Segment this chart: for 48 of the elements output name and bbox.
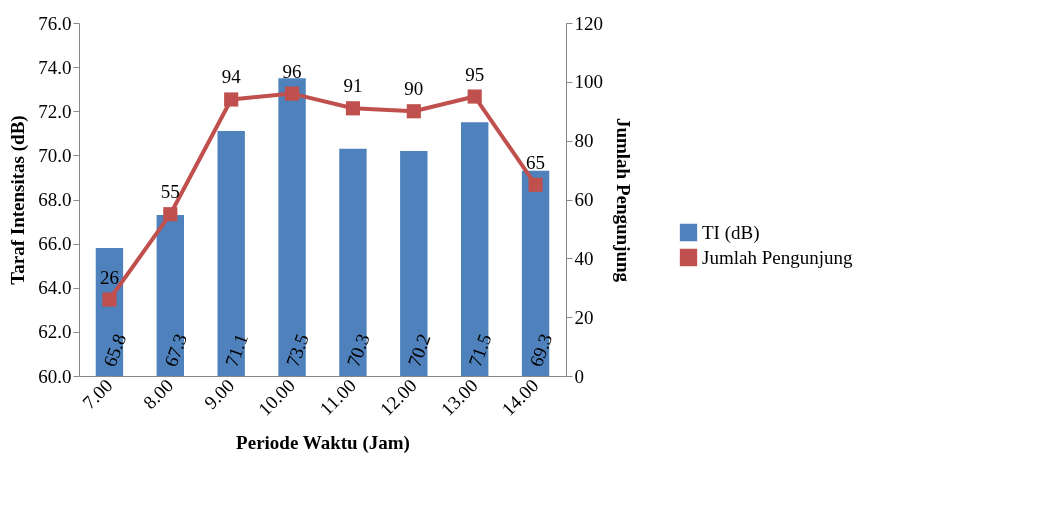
point <box>467 89 482 104</box>
y-tick-label: 74.0 <box>38 56 72 78</box>
data-label: 94 <box>221 66 242 88</box>
data-label: 71.1 <box>220 330 252 370</box>
y-tick-label: 60.0 <box>38 365 72 387</box>
y2-tick-label: 80 <box>574 130 594 152</box>
data-label: 96 <box>282 60 302 82</box>
y2-axis-title: Jumlah Pengunjung <box>613 117 634 283</box>
data-label: 70.2 <box>403 330 435 370</box>
y-tick-label: 62.0 <box>38 321 72 343</box>
point <box>345 101 361 116</box>
point <box>406 104 421 119</box>
y2-tick-label: 20 <box>574 306 594 328</box>
x-tick-label: 7.00 <box>78 374 117 414</box>
y2-tick-label: 120 <box>574 12 603 34</box>
x-tick-label: 8.00 <box>139 374 178 414</box>
point <box>102 292 117 307</box>
x-axis-title: Periode Waktu (Jam) <box>236 431 410 454</box>
data-label: 70.3 <box>342 330 374 370</box>
point <box>284 86 300 101</box>
data-label: 95 <box>465 63 485 85</box>
data-label: 71.5 <box>464 330 496 370</box>
point <box>528 177 543 192</box>
data-label: 69.3 <box>525 330 557 370</box>
y2-tick-label: 100 <box>574 71 603 93</box>
point <box>163 207 178 222</box>
legend-label: TI (dB) <box>702 221 760 244</box>
data-label: 67.3 <box>159 330 192 370</box>
y-tick-label: 66.0 <box>38 233 72 255</box>
y-tick-label: 76.0 <box>38 12 72 34</box>
y2-tick-label: 40 <box>574 247 594 269</box>
y-axis-title: Taraf Intensitas (dB) <box>7 115 30 285</box>
data-label: 55 <box>160 181 180 203</box>
legend-label: Jumlah Pengunjung <box>702 246 853 268</box>
data-label: 26 <box>99 266 119 288</box>
y-tick-label: 72.0 <box>38 100 72 122</box>
y-tick-label: 68.0 <box>38 189 72 210</box>
y-tick-label: 70.0 <box>38 144 72 166</box>
data-label: 90 <box>404 78 424 100</box>
data-label: 73.5 <box>281 330 313 370</box>
y2-tick-label: 60 <box>574 189 594 210</box>
data-label: 65.8 <box>99 330 131 370</box>
x-tick-label: 9.00 <box>199 374 239 414</box>
data-label: 65 <box>526 151 546 173</box>
y2-tick-label: 0 <box>574 365 584 387</box>
point <box>224 92 239 107</box>
y-tick-label: 64.0 <box>38 277 72 299</box>
data-label: 91 <box>343 75 363 97</box>
